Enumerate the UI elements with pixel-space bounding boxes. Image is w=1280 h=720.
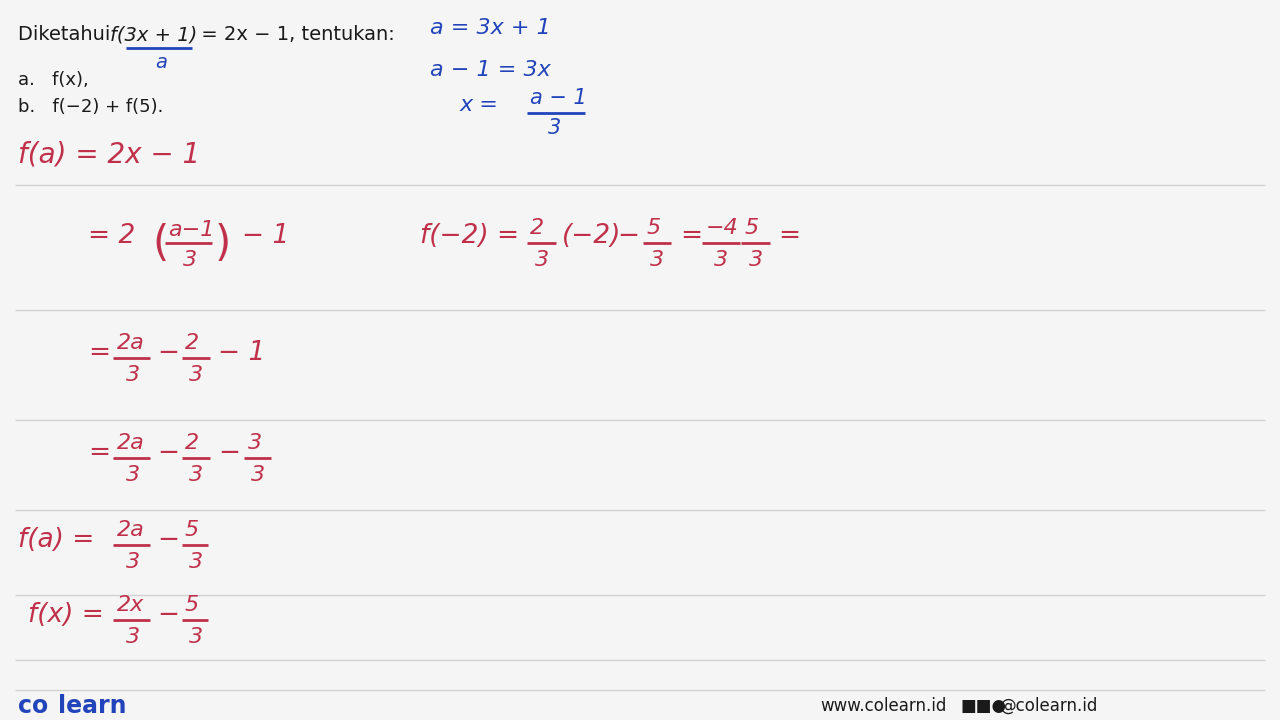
Text: 2a: 2a	[116, 333, 145, 353]
Text: 2: 2	[186, 333, 200, 353]
Text: 3: 3	[189, 552, 204, 572]
Text: 5: 5	[745, 218, 759, 238]
Text: f(x) =: f(x) =	[28, 602, 104, 628]
Text: −4: −4	[707, 218, 739, 238]
Text: 3: 3	[125, 552, 140, 572]
Text: −: −	[157, 340, 179, 366]
Text: ■■●: ■■●	[960, 697, 1006, 715]
Text: = 2x − 1, tentukan:: = 2x − 1, tentukan:	[195, 25, 394, 45]
Text: 3: 3	[251, 465, 265, 485]
Text: 3: 3	[125, 627, 140, 647]
Text: 3: 3	[535, 250, 549, 270]
Text: 2x: 2x	[116, 595, 145, 615]
Text: 5: 5	[186, 520, 200, 540]
Text: a.   f(x),: a. f(x),	[18, 71, 88, 89]
Text: 2a: 2a	[116, 520, 145, 540]
Text: x =: x =	[460, 95, 506, 115]
Text: a: a	[155, 53, 166, 71]
Text: 5: 5	[186, 595, 200, 615]
Text: b.   f(−2) + f(5).: b. f(−2) + f(5).	[18, 98, 164, 116]
Text: f(−2) =: f(−2) =	[420, 223, 520, 249]
Text: a−1: a−1	[168, 220, 214, 240]
Text: =: =	[88, 440, 110, 466]
Text: 3: 3	[749, 250, 763, 270]
Text: 2: 2	[530, 218, 544, 238]
Text: (: (	[152, 223, 168, 265]
Text: @colearn.id: @colearn.id	[1000, 697, 1098, 715]
Text: ): )	[215, 223, 232, 265]
Text: a − 1 = 3x: a − 1 = 3x	[430, 60, 550, 80]
Text: 3: 3	[650, 250, 664, 270]
Text: = 2: = 2	[88, 223, 136, 249]
Text: 3: 3	[183, 250, 197, 270]
Text: learn: learn	[58, 694, 127, 718]
Text: f(3x + 1): f(3x + 1)	[110, 25, 197, 45]
Text: 3: 3	[189, 627, 204, 647]
Text: Diketahui: Diketahui	[18, 25, 116, 45]
Text: f(a) = 2x − 1: f(a) = 2x − 1	[18, 141, 200, 169]
Text: 3: 3	[125, 465, 140, 485]
Text: 3: 3	[125, 365, 140, 385]
Text: − 1: − 1	[218, 340, 265, 366]
Text: −: −	[218, 440, 241, 466]
Text: 3: 3	[248, 433, 262, 453]
Text: =: =	[680, 223, 703, 249]
Text: www.colearn.id: www.colearn.id	[820, 697, 946, 715]
Text: 5: 5	[646, 218, 662, 238]
Text: −: −	[157, 527, 179, 553]
Text: a − 1: a − 1	[530, 88, 586, 108]
Text: 3: 3	[714, 250, 728, 270]
Text: a = 3x + 1: a = 3x + 1	[430, 18, 550, 38]
Text: −: −	[157, 440, 179, 466]
Text: 2: 2	[186, 433, 200, 453]
Text: =: =	[778, 223, 800, 249]
Text: =: =	[88, 340, 110, 366]
Text: co: co	[18, 694, 49, 718]
Text: −: −	[617, 223, 639, 249]
Text: −: −	[157, 602, 179, 628]
Text: 2a: 2a	[116, 433, 145, 453]
Text: − 1: − 1	[242, 223, 289, 249]
Text: 3: 3	[548, 118, 561, 138]
Text: 3: 3	[189, 465, 204, 485]
Text: f(a) =: f(a) =	[18, 527, 95, 553]
Text: (−2): (−2)	[562, 223, 621, 249]
Text: 3: 3	[189, 365, 204, 385]
